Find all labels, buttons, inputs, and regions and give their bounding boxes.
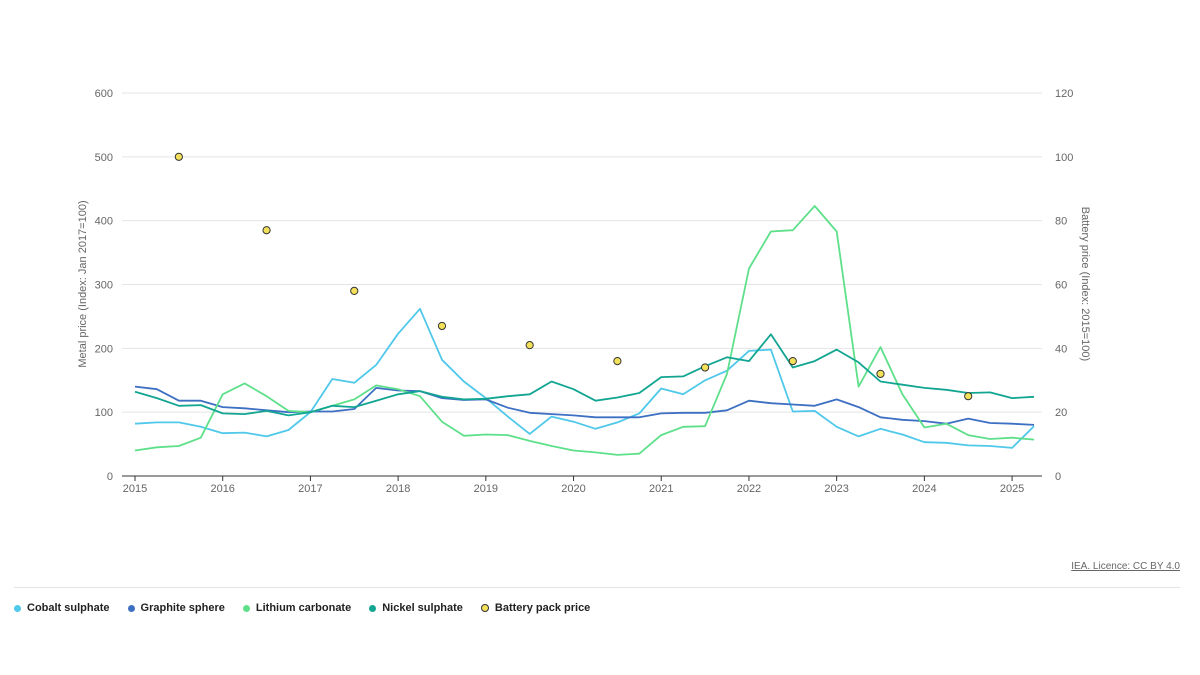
battery-pack-price-point <box>525 341 534 350</box>
right-tick-label: 100 <box>1055 152 1073 164</box>
legend-swatch <box>480 604 489 612</box>
cobalt-sulphate-line <box>134 307 1035 449</box>
series-lines <box>134 205 1035 456</box>
right-tick-label: 0 <box>1055 471 1061 483</box>
left-tick-label: 100 <box>95 407 113 419</box>
x-tick-label: 2024 <box>912 483 936 495</box>
x-tick-label: 2019 <box>474 483 498 495</box>
legend-swatch <box>127 604 135 612</box>
x-tick-label: 2017 <box>298 483 322 495</box>
right-axis-ticks: 0 20 40 60 80 100 120 <box>1055 88 1073 483</box>
left-axis-title: Metal price (Index: Jan 2017=100) <box>77 200 89 367</box>
legend: Cobalt sulphate Graphite sphere Lithium ca… <box>14 602 590 614</box>
left-tick-label: 200 <box>95 343 113 355</box>
x-tick-label: 2020 <box>561 483 585 495</box>
battery-pack-price-point <box>876 369 885 378</box>
legend-label: Nickel sulphate <box>382 602 463 614</box>
gridlines <box>122 92 1042 477</box>
legend-label: Graphite sphere <box>140 602 225 614</box>
x-axis-ticks: 2015 2016 2017 2018 2019 2020 2021 2022 2023 2024… <box>123 476 1024 495</box>
chart-canvas: 0 100 200 300 400 500 600 0 20 40 60 80 100 120 2015… <box>77 88 1091 495</box>
x-tick-label: 2022 <box>737 483 761 495</box>
legend-item-lithium-carbonate[interactable]: Lithium carbonate <box>242 602 352 614</box>
series-points <box>174 152 973 401</box>
left-tick-label: 400 <box>95 216 113 228</box>
right-tick-label: 20 <box>1055 407 1067 419</box>
battery-pack-price-point <box>350 286 359 295</box>
x-tick-label: 2015 <box>123 483 147 495</box>
left-tick-label: 500 <box>95 152 113 164</box>
x-tick-label: 2018 <box>386 483 410 495</box>
left-tick-label: 0 <box>107 471 113 483</box>
battery-pack-price-point <box>788 357 797 366</box>
legend-item-battery-pack-price[interactable]: Battery pack price <box>480 602 591 614</box>
legend-label: Cobalt sulphate <box>27 602 110 614</box>
battery-pack-price-point <box>964 392 973 401</box>
left-tick-label: 300 <box>95 280 113 292</box>
battery-pack-price-point <box>700 363 710 372</box>
legend-label: Lithium carbonate <box>255 602 352 614</box>
divider <box>14 587 1180 588</box>
left-tick-label: 600 <box>95 88 113 100</box>
lithium-carbonate-line <box>134 205 1035 456</box>
legend-item-cobalt-sulphate[interactable]: Cobalt sulphate <box>14 602 110 614</box>
x-tick-label: 2016 <box>210 483 234 495</box>
left-axis-ticks: 0 100 200 300 400 500 600 <box>95 88 113 483</box>
right-tick-label: 60 <box>1055 280 1067 292</box>
legend-item-graphite-sphere[interactable]: Graphite sphere <box>127 602 225 614</box>
x-tick-label: 2023 <box>824 483 848 495</box>
legend-item-nickel-sulphate[interactable]: Nickel sulphate <box>369 602 463 614</box>
legend-label: Battery pack price <box>494 602 591 614</box>
right-tick-label: 120 <box>1055 88 1073 100</box>
nickel-sulphate-line <box>134 333 1035 417</box>
legend-swatch <box>369 604 377 612</box>
right-tick-label: 80 <box>1055 216 1067 228</box>
x-tick-label: 2025 <box>1000 483 1024 495</box>
battery-pack-price-point <box>437 321 447 331</box>
graphite-sphere-line <box>134 385 1035 426</box>
credit-link[interactable]: IEA. Licence: CC BY 4.0 <box>1071 561 1180 572</box>
x-tick-label: 2021 <box>649 483 673 495</box>
battery-pack-price-point <box>613 357 622 366</box>
right-tick-label: 40 <box>1055 343 1067 355</box>
legend-swatch <box>14 604 21 612</box>
right-axis-title: Battery price (Index: 2015=100) <box>1079 207 1091 361</box>
legend-swatch <box>242 604 250 612</box>
battery-pack-price-point <box>262 226 271 235</box>
battery-pack-price-point <box>174 152 183 161</box>
